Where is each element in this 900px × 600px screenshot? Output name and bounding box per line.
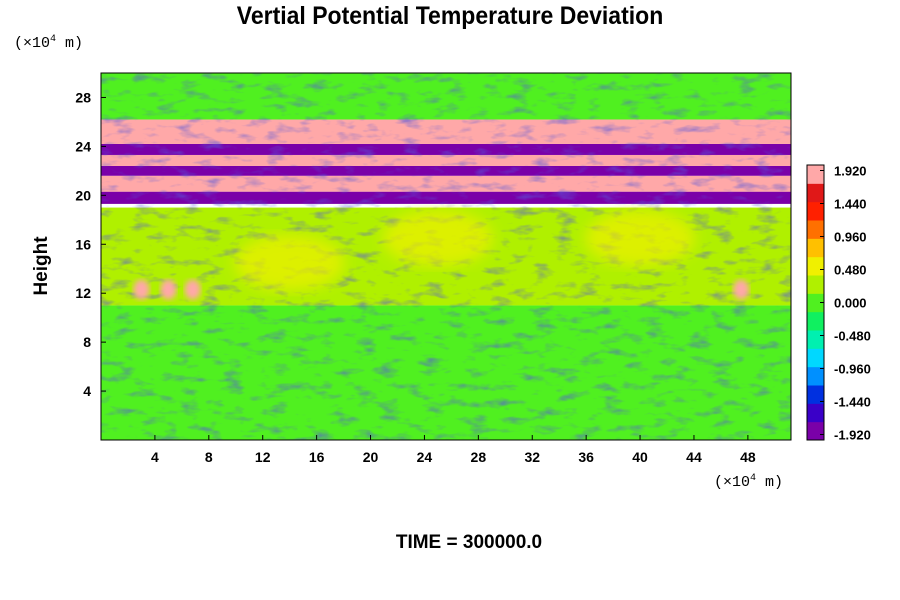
colorbar-swatch: [807, 311, 824, 331]
colorbar-swatch: [807, 238, 824, 258]
x-tick-label: 44: [686, 449, 702, 465]
y-tick-label: 20: [75, 187, 91, 203]
colorbar-swatch: [807, 201, 824, 221]
x-unit-suffix: m): [756, 474, 784, 491]
field-blob: [184, 279, 201, 300]
x-unit-exponent: 4: [750, 473, 757, 484]
colorbar-swatch: [807, 421, 824, 441]
colorbar-label: -0.480: [834, 329, 871, 344]
colorbar-swatch: [807, 293, 824, 313]
colorbar-swatch: [807, 348, 824, 368]
chart-title: Vertial Potential Temperature Deviation: [236, 2, 664, 30]
y-axis-ticks: 4 8 12 16 20 24 28: [75, 89, 106, 399]
field-blob: [133, 279, 150, 300]
colorbar-label: 1.440: [834, 197, 867, 212]
y-axis-unit: (×104 m): [14, 34, 83, 52]
colorbar-label: 0.000: [834, 296, 867, 311]
colorbar-swatch: [807, 385, 824, 404]
y-tick-label: 24: [75, 138, 91, 154]
colorbar-label: 0.480: [834, 263, 867, 278]
x-tick-label: 16: [309, 449, 325, 465]
colorbar-swatch: [807, 403, 824, 423]
colorbar-label: -1.440: [834, 395, 871, 410]
y-tick-label: 4: [83, 383, 91, 399]
colorbar-label: 0.960: [834, 230, 867, 245]
colorbar-swatch: [807, 183, 824, 203]
x-axis-ticks: 4 8 12 16 20 24 28 32 36 40 44 48: [151, 435, 756, 465]
x-tick-label: 24: [417, 449, 433, 465]
x-axis-unit: (×104 m): [714, 473, 783, 491]
x-tick-label: 4: [151, 449, 159, 465]
x-tick-label: 20: [363, 449, 379, 465]
x-tick-label: 36: [578, 449, 594, 465]
y-tick-label: 12: [75, 285, 91, 301]
field-blob: [160, 279, 177, 300]
colorbar-label: -0.960: [834, 362, 871, 377]
time-label: TIME = 300000.0: [395, 532, 543, 553]
y-unit-suffix: m): [56, 35, 84, 52]
x-unit-prefix: (×10: [714, 474, 751, 491]
colorbar-swatch: [807, 256, 824, 276]
plot-border: [100, 72, 792, 441]
heatmap-field: [101, 73, 791, 440]
colorbar-swatch: [807, 330, 824, 349]
colorbar-label: -1.920: [834, 428, 871, 443]
x-tick-label: 48: [740, 449, 756, 465]
colorbar-swatch: [807, 165, 824, 184]
colorbar-label: 1.920: [834, 164, 867, 179]
field-band: [101, 305, 791, 440]
y-unit-exponent: 4: [50, 34, 57, 45]
field-blob: [733, 279, 750, 300]
y-tick-label: 16: [75, 236, 91, 252]
colorbar-swatch: [807, 220, 824, 239]
field-blob: [585, 210, 696, 267]
x-tick-label: 8: [205, 449, 213, 465]
field-blob: [382, 210, 493, 267]
field-turbulence: [101, 73, 791, 202]
y-tick-label: 28: [75, 89, 91, 105]
x-tick-label: 40: [632, 449, 648, 465]
colorbar-swatch: [807, 275, 824, 294]
plot-frame: [100, 72, 792, 441]
y-unit-prefix: (×10: [14, 35, 51, 52]
field-blob: [234, 234, 345, 291]
y-tick-label: 8: [83, 334, 91, 350]
x-tick-label: 12: [255, 449, 271, 465]
x-tick-label: 28: [471, 449, 487, 465]
x-tick-label: 32: [524, 449, 540, 465]
colorbar: 1.920 1.440 0.960 0.480 0.000 -0.480 -0.960 -1.…: [806, 164, 871, 443]
colorbar-swatch: [807, 366, 824, 386]
